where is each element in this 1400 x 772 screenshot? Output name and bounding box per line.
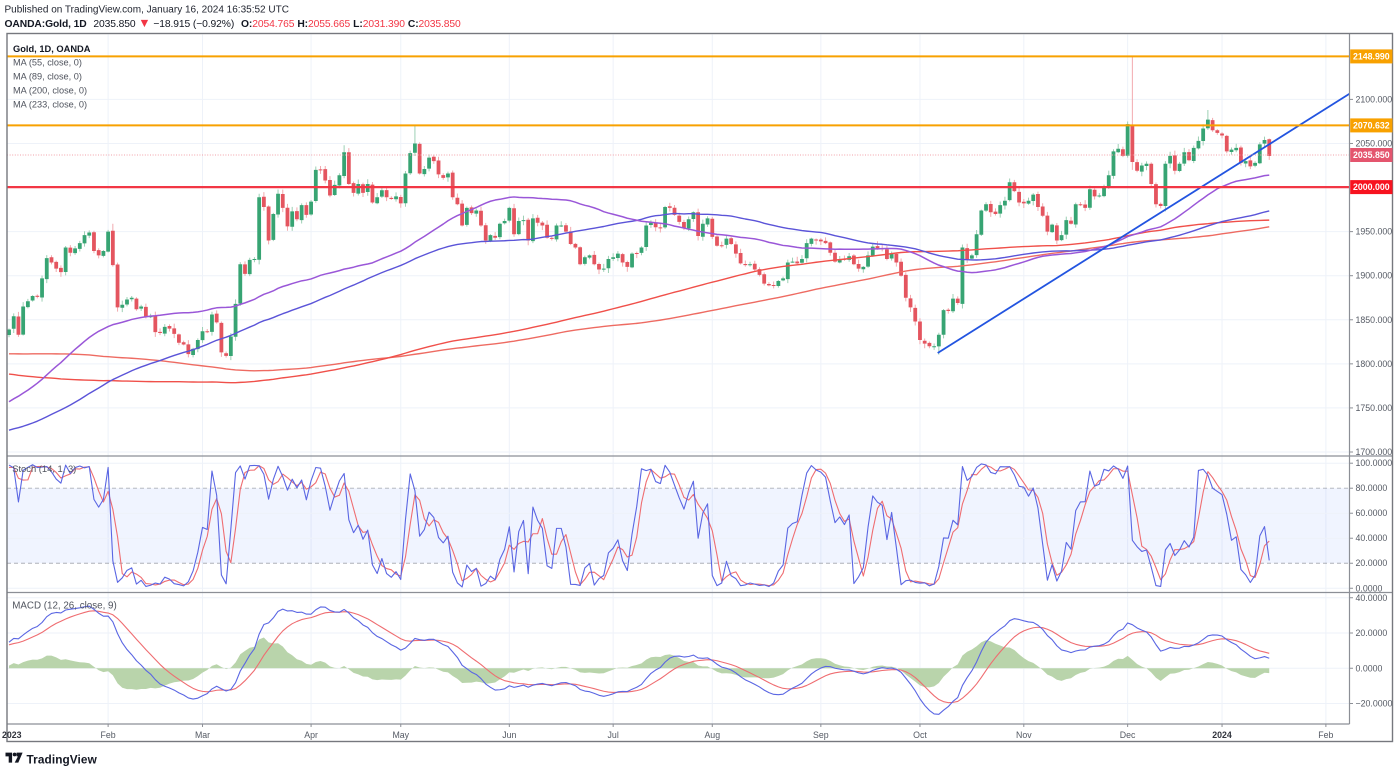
svg-text:0.0000: 0.0000	[1356, 663, 1383, 673]
svg-text:Sep: Sep	[813, 730, 829, 740]
svg-text:2148.990: 2148.990	[1353, 52, 1390, 62]
svg-text:MA (233, close, 0): MA (233, close, 0)	[13, 100, 87, 110]
svg-text:40.0000: 40.0000	[1356, 593, 1388, 603]
svg-text:40.0000: 40.0000	[1356, 533, 1388, 543]
svg-text:OANDA:Gold, 1D 2035.850 ▼ −18: OANDA:Gold, 1D 2035.850 ▼ −18.915 (−0.92…	[5, 16, 462, 30]
svg-text:1900.000: 1900.000	[1356, 271, 1393, 281]
svg-text:20.0000: 20.0000	[1356, 628, 1388, 638]
svg-text:−20.0000: −20.0000	[1356, 699, 1393, 709]
svg-text:Nov: Nov	[1016, 730, 1032, 740]
svg-text:May: May	[392, 730, 409, 740]
svg-text:Mar: Mar	[195, 730, 210, 740]
svg-text:Dec: Dec	[1120, 730, 1136, 740]
svg-text:2035.850: 2035.850	[1353, 150, 1390, 160]
svg-text:2100.000: 2100.000	[1356, 94, 1393, 104]
svg-text:2070.632: 2070.632	[1353, 121, 1390, 131]
svg-text:Oct: Oct	[913, 730, 927, 740]
svg-text:1950.000: 1950.000	[1356, 227, 1393, 237]
svg-text:2050.000: 2050.000	[1356, 138, 1393, 148]
svg-text:1800.000: 1800.000	[1356, 359, 1393, 369]
svg-text:Feb: Feb	[101, 730, 116, 740]
svg-text:1850.000: 1850.000	[1356, 315, 1393, 325]
svg-text:TradingView: TradingView	[27, 752, 98, 766]
svg-text:2024: 2024	[1212, 730, 1232, 740]
svg-text:Jul: Jul	[608, 730, 619, 740]
svg-text:100.0000: 100.0000	[1356, 458, 1393, 468]
svg-text:60.0000: 60.0000	[1356, 508, 1388, 518]
svg-text:MA (200, close, 0): MA (200, close, 0)	[13, 86, 87, 96]
svg-text:0.0000: 0.0000	[1356, 583, 1383, 593]
svg-text:MA (55, close, 0): MA (55, close, 0)	[13, 58, 82, 68]
svg-text:Gold, 1D, OANDA: Gold, 1D, OANDA	[13, 44, 91, 54]
svg-text:2000.000: 2000.000	[1353, 182, 1390, 192]
svg-text:Stoch (14, 1, 3): Stoch (14, 1, 3)	[12, 463, 76, 474]
svg-text:Jun: Jun	[502, 730, 516, 740]
svg-text:Apr: Apr	[304, 730, 318, 740]
svg-text:MACD (12, 26, close, 9): MACD (12, 26, close, 9)	[12, 601, 117, 612]
svg-text:2023: 2023	[2, 730, 22, 740]
svg-text:Feb: Feb	[1318, 730, 1333, 740]
svg-text:1700.000: 1700.000	[1356, 447, 1393, 457]
svg-text:Aug: Aug	[704, 730, 720, 740]
svg-text:Published on TradingView.com,: Published on TradingView.com, January 16…	[5, 4, 289, 15]
svg-text:20.0000: 20.0000	[1356, 558, 1388, 568]
svg-text:MA (89, close, 0): MA (89, close, 0)	[13, 72, 82, 82]
svg-text:80.0000: 80.0000	[1356, 483, 1388, 493]
svg-text:1750.000: 1750.000	[1356, 403, 1393, 413]
